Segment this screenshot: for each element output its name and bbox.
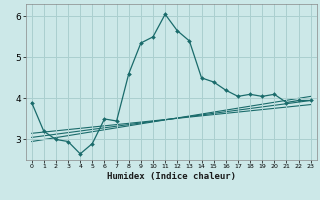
X-axis label: Humidex (Indice chaleur): Humidex (Indice chaleur): [107, 172, 236, 181]
